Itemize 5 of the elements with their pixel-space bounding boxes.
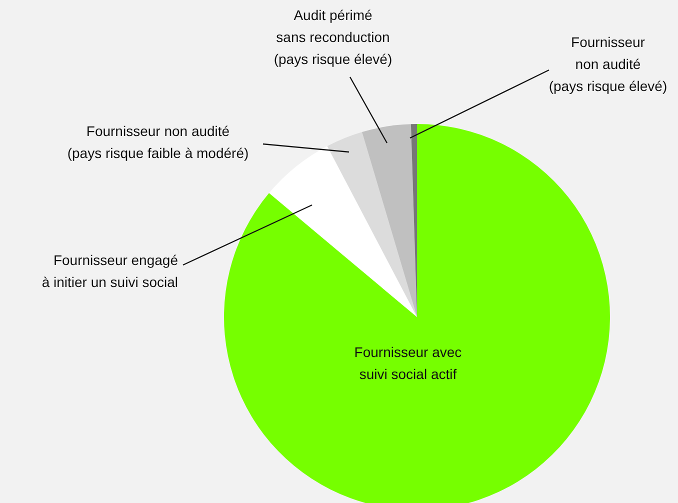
- slice-label: Audit périmé sans reconduction (pays risque élevé): [274, 7, 392, 67]
- slice-label: Fournisseur engagé à initier un suivi social: [42, 252, 178, 290]
- slice-label: Fournisseur non audité (pays risque faible à modéré): [67, 123, 249, 161]
- slice-label: Fournisseur non audité (pays risque élevé): [548, 34, 668, 94]
- slice-label: Fournisseur avec suivi social actif: [354, 344, 462, 382]
